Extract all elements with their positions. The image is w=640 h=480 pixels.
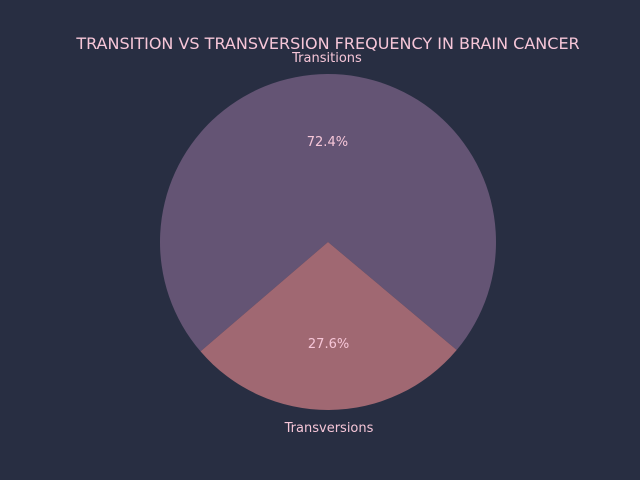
percent-label-transversions: 27.6% <box>308 337 349 352</box>
slice-label-transversions: Transversions <box>284 421 374 436</box>
slice-label-transitions: Transitions <box>291 51 362 66</box>
pie-slices <box>160 74 496 410</box>
pie-slice-transversions <box>200 242 457 410</box>
chart-title: TRANSITION VS TRANSVERSION FREQUENCY IN … <box>75 34 579 53</box>
pie-slice-transitions <box>160 74 496 352</box>
pie-labels: Transitions 72.4% Transversions 27.6% <box>284 51 374 436</box>
percent-label-transitions: 72.4% <box>307 135 348 150</box>
